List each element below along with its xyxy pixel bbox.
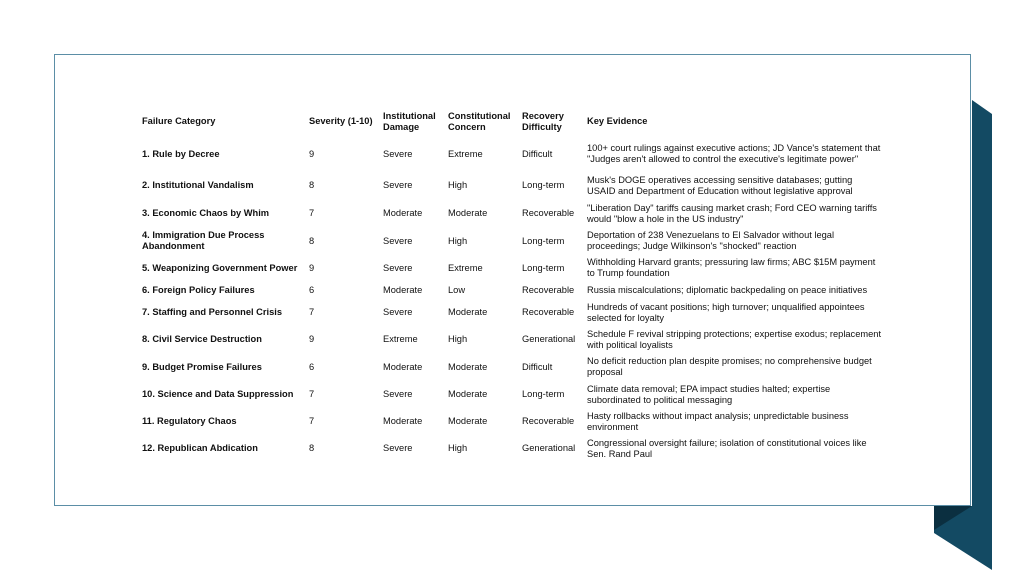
table-row: 4. Immigration Due Process Abandonment 8 S… — [142, 228, 902, 254]
cell-severity: 9 — [309, 334, 315, 344]
cell-recovery-difficulty: Recoverable — [522, 307, 575, 317]
header-severity: Severity (1-10) — [309, 116, 373, 126]
cell-institutional-damage: Moderate — [383, 361, 423, 372]
cell-recovery-difficulty: Generational — [522, 334, 576, 344]
cell-recovery-difficulty: Long-term — [522, 262, 565, 273]
cell-constitutional-concern: Moderate — [448, 307, 488, 317]
cell-institutional-damage: Severe — [383, 180, 413, 190]
cell-category: 4. Immigration Due Process Abandonment — [142, 230, 265, 251]
cell-institutional-damage: Moderate — [383, 416, 423, 426]
ribbon-band — [934, 100, 992, 570]
header-recovery-difficulty: Recovery Difficulty — [522, 110, 564, 132]
cell-recovery-difficulty: Recoverable — [522, 208, 575, 218]
cell-key-evidence: "Liberation Day" tariffs causing market … — [587, 202, 877, 224]
table-row: 12. Republican Abdication 8 Severe High Gene… — [142, 435, 902, 462]
table-row: 3. Economic Chaos by Whim 7 Moderate Modera… — [142, 200, 902, 227]
cell-constitutional-concern: High — [448, 334, 468, 344]
cell-severity: 9 — [309, 148, 315, 159]
cell-recovery-difficulty: Recoverable — [522, 285, 575, 295]
cell-constitutional-concern: Moderate — [448, 361, 488, 372]
cell-category: 12. Republican Abdication — [142, 443, 258, 453]
cell-category: 1. Rule by Decree — [142, 148, 220, 159]
cell-recovery-difficulty: Difficult — [522, 148, 553, 159]
cell-severity: 8 — [309, 443, 315, 453]
cell-institutional-damage: Severe — [383, 443, 413, 453]
cell-severity: 7 — [309, 307, 315, 317]
header-failure-category: Failure Category — [142, 116, 216, 126]
cell-constitutional-concern: Moderate — [448, 208, 488, 218]
cell-category: 2. Institutional Vandalism — [142, 180, 254, 190]
cell-severity: 6 — [309, 285, 315, 295]
cell-institutional-damage: Severe — [383, 262, 413, 273]
header-constitutional-concern: Constitutional Concern — [448, 110, 511, 132]
cell-category: 9. Budget Promise Failures — [142, 361, 262, 372]
table-row: 2. Institutional Vandalism 8 Severe High Lon… — [142, 172, 902, 199]
cell-recovery-difficulty: Generational — [522, 443, 576, 453]
cell-category: 5. Weaponizing Government Power — [142, 262, 298, 273]
table-row: 8. Civil Service Destruction 9 Extreme High… — [142, 326, 902, 353]
cell-recovery-difficulty: Long-term — [522, 235, 565, 246]
cell-key-evidence: Deportation of 238 Venezuelans to El Sal… — [587, 230, 835, 251]
cell-severity: 6 — [309, 361, 315, 372]
cell-recovery-difficulty: Long-term — [522, 180, 565, 190]
cell-institutional-damage: Severe — [383, 307, 413, 317]
cell-severity: 7 — [309, 416, 315, 426]
header-key-evidence: Key Evidence — [587, 116, 648, 126]
cell-category: 6. Foreign Policy Failures — [142, 285, 255, 295]
cell-category: 10. Science and Data Suppression — [142, 389, 294, 399]
header-institutional-damage: Institutional Damage — [383, 110, 436, 132]
cell-key-evidence: Musk's DOGE operatives accessing sensiti… — [587, 174, 853, 196]
cell-severity: 8 — [309, 180, 315, 190]
cell-category: 7. Staffing and Personnel Crisis — [142, 307, 283, 317]
cell-recovery-difficulty: Recoverable — [522, 416, 575, 426]
cell-key-evidence: Climate data removal; EPA impact studies… — [587, 383, 831, 405]
cell-category: 11. Regulatory Chaos — [142, 416, 237, 426]
table-header: Failure Category Severity (1-10) Institu… — [142, 107, 902, 136]
cell-constitutional-concern: Extreme — [448, 262, 483, 273]
cell-severity: 7 — [309, 389, 315, 399]
cell-key-evidence: No deficit reduction plan despite promis… — [587, 356, 872, 377]
cell-institutional-damage: Severe — [383, 148, 413, 159]
cell-key-evidence: Hasty rollbacks without impact analysis;… — [587, 410, 849, 432]
cell-key-evidence: 100+ court rulings against executive act… — [587, 143, 881, 164]
cell-institutional-damage: Severe — [383, 235, 413, 246]
cell-constitutional-concern: Extreme — [448, 148, 483, 159]
cell-severity: 7 — [309, 208, 315, 218]
cell-constitutional-concern: High — [448, 180, 468, 190]
cell-institutional-damage: Severe — [383, 389, 413, 399]
cell-key-evidence: Schedule F revival stripping protections… — [587, 328, 882, 350]
cell-constitutional-concern: Moderate — [448, 389, 488, 399]
cell-key-evidence: Withholding Harvard grants; pressuring l… — [587, 257, 876, 278]
table-row: 10. Science and Data Suppression 7 Severe M… — [142, 381, 902, 408]
cell-constitutional-concern: Moderate — [448, 416, 488, 426]
cell-severity: 9 — [309, 262, 315, 273]
cell-recovery-difficulty: Difficult — [522, 361, 553, 372]
cell-institutional-damage: Moderate — [383, 208, 423, 218]
cell-key-evidence: Hundreds of vacant positions; high turno… — [587, 301, 865, 323]
cell-category: 8. Civil Service Destruction — [142, 334, 262, 344]
cell-institutional-damage: Moderate — [383, 285, 423, 295]
cell-key-evidence: Congressional oversight failure; isolati… — [587, 437, 867, 459]
cell-category: 3. Economic Chaos by Whim — [142, 208, 270, 218]
cell-institutional-damage: Extreme — [383, 334, 418, 344]
cell-recovery-difficulty: Long-term — [522, 389, 565, 399]
cell-key-evidence: Russia miscalculations; diplomatic backp… — [587, 285, 868, 295]
table-row: 1. Rule by Decree 9 Severe Extreme Difficult… — [142, 137, 902, 171]
cell-severity: 8 — [309, 235, 315, 246]
table-row: 6. Foreign Policy Failures 6 Moderate Low Re… — [142, 282, 902, 299]
table-row: 7. Staffing and Personnel Crisis 7 Severe M… — [142, 300, 902, 325]
cell-constitutional-concern: Low — [448, 285, 466, 295]
table-row: 11. Regulatory Chaos 7 Moderate Moderate Rec… — [142, 409, 902, 434]
ribbon-fold — [934, 506, 972, 530]
slide-card — [54, 54, 971, 506]
table-row: 9. Budget Promise Failures 6 Moderate Moder… — [142, 354, 902, 380]
cell-constitutional-concern: High — [448, 235, 468, 246]
cell-constitutional-concern: High — [448, 443, 468, 453]
table-row: 5. Weaponizing Government Power 9 Severe Ex… — [142, 255, 902, 281]
